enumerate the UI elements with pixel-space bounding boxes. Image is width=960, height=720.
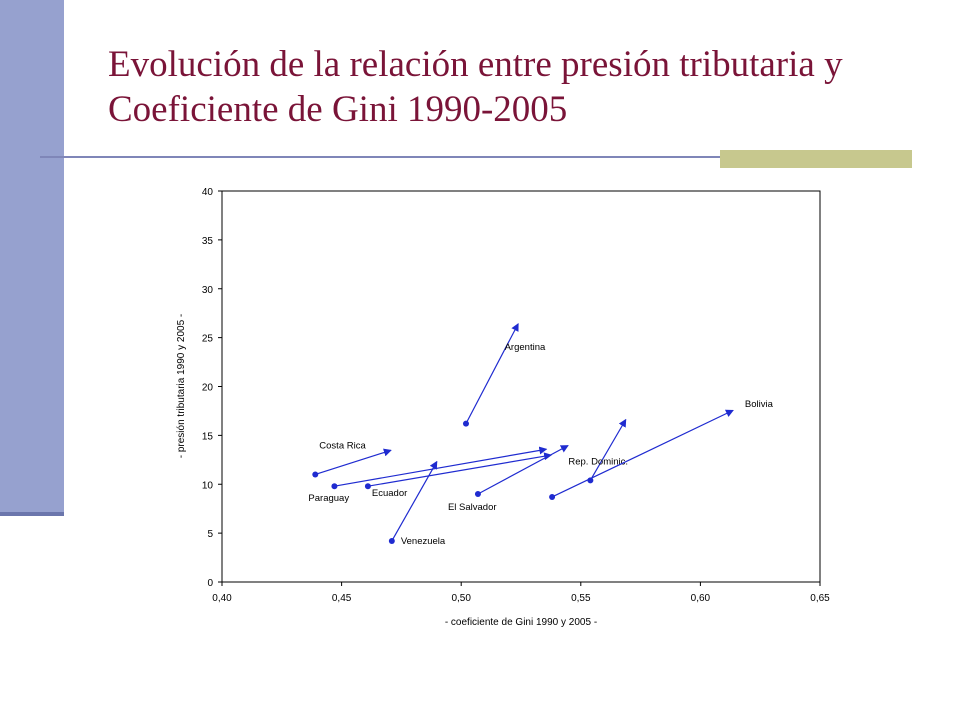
arrow-1990-2005 (551, 409, 734, 498)
gini-tax-chart: 0,40 0,45 0,50 0,55 0,60 0,65 0 5 10 15 20 25 30 35 4… (176, 187, 830, 628)
x-tick-label: 0,40 (212, 593, 232, 604)
y-tick-label: 20 (202, 383, 214, 394)
y-tick-label: 10 (202, 480, 214, 491)
x-tick-label: 0,55 (571, 593, 591, 604)
country-label: Argentina (505, 342, 546, 353)
country-label: Rep. Dominic. (568, 456, 628, 467)
plot-area (221, 190, 821, 583)
y-axis-label: - presión tributaria 1990 y 2005 - (176, 314, 187, 459)
y-tick-label: 5 (207, 529, 213, 540)
arrow-1990-2005 (465, 322, 519, 424)
point-1990 (549, 493, 556, 500)
point-1990 (331, 483, 338, 490)
point-1990 (388, 537, 395, 544)
slide-title: Evolución de la relación entre presión t… (108, 44, 843, 130)
y-tick-label: 25 (202, 334, 214, 345)
point-1990 (462, 420, 469, 427)
point-1990 (312, 471, 319, 478)
arrow-1990-2005 (391, 460, 438, 542)
country-label: Costa Rica (319, 440, 366, 451)
y-tick-label: 0 (207, 578, 213, 589)
y-tick-label: 30 (202, 285, 214, 296)
slide-side-bar (0, 0, 64, 516)
arrow-1990-2005 (477, 445, 569, 495)
x-axis-label: - coeficiente de Gini 1990 y 2005 - (445, 617, 597, 628)
y-axis: 0 5 10 15 20 25 30 35 40 (202, 187, 222, 589)
country-label: Bolivia (745, 399, 774, 410)
title-divider (40, 156, 912, 158)
point-1990 (364, 483, 371, 490)
point-1990 (474, 491, 481, 498)
title-accent-block (720, 150, 912, 168)
country-label: El Salvador (448, 502, 497, 513)
x-tick-label: 0,50 (451, 593, 471, 604)
country-label: Venezuela (401, 536, 446, 547)
arrow-1990-2005 (334, 446, 548, 487)
y-tick-label: 35 (202, 236, 214, 247)
x-tick-label: 0,45 (332, 593, 352, 604)
x-axis: 0,40 0,45 0,50 0,55 0,60 0,65 (212, 582, 830, 604)
chart-marks: Argentina Costa Rica Paraguay Ecuador Venezu… (308, 322, 774, 547)
arrow-1990-2005 (367, 452, 553, 487)
country-label: Paraguay (308, 493, 349, 504)
y-tick-label: 40 (202, 187, 214, 198)
x-tick-label: 0,60 (691, 593, 711, 604)
arrow-1990-2005 (589, 418, 627, 481)
y-tick-label: 15 (202, 431, 214, 442)
arrow-1990-2005 (315, 448, 392, 476)
country-label: Ecuador (372, 488, 407, 499)
x-tick-label: 0,65 (810, 593, 830, 604)
